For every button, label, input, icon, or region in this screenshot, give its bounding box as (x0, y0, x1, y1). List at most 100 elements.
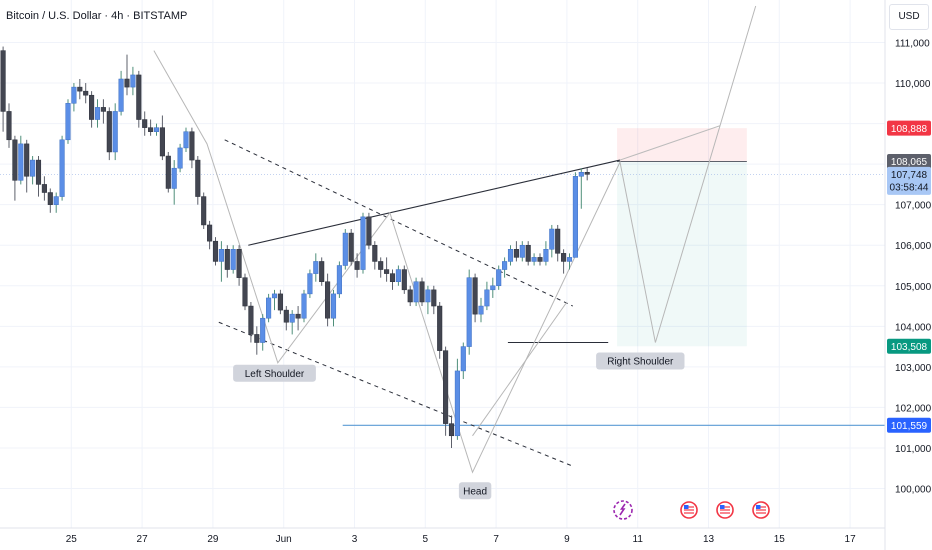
candle-body-down (189, 131, 195, 161)
us-flag-event-icon[interactable] (716, 501, 734, 519)
neckline[interactable] (248, 159, 621, 246)
neckline-extension[interactable] (619, 125, 721, 161)
candle-body-up (342, 232, 348, 266)
candle (336, 261, 342, 298)
candle (30, 156, 36, 185)
candle-body-down (242, 277, 248, 307)
event-icons[interactable] (613, 500, 770, 520)
candle (484, 281, 490, 311)
time-tick-label: 27 (137, 534, 149, 545)
candle-body-down (254, 334, 260, 343)
candle-body-down (513, 249, 519, 258)
candle-body-up (112, 111, 118, 153)
candle (283, 306, 289, 331)
price-label-value: 108,065 (891, 157, 928, 168)
candle-body-down (584, 171, 590, 175)
candle-body-up (484, 289, 490, 307)
candle (224, 245, 230, 278)
channel-upper[interactable] (224, 139, 574, 307)
annotation-bg (458, 482, 492, 500)
candle (12, 135, 18, 201)
candle-body-up (266, 297, 272, 319)
candle-body-up (460, 346, 466, 372)
candle-body-up (507, 249, 514, 262)
candle (124, 54, 130, 96)
candle-body-down (431, 289, 437, 307)
candle (572, 172, 578, 258)
candle (230, 245, 236, 274)
pattern-zigzag[interactable] (153, 5, 757, 474)
stop-zone[interactable] (617, 128, 747, 162)
pattern-annotations: Left Shoulder Head Right Shoulder (233, 352, 685, 500)
price-tick-label: 105,000 (895, 282, 932, 293)
candle-body-up (289, 313, 295, 323)
chart-title: Bitcoin / U.S. Dollar · 4h · BITSTAMP (6, 10, 188, 22)
candle (83, 83, 89, 104)
candle-body-up (130, 74, 136, 88)
candle-body-up (59, 139, 65, 197)
candle (354, 253, 360, 278)
position-tool[interactable] (0, 128, 885, 347)
currency-button[interactable]: USD (889, 4, 929, 30)
candle (47, 188, 53, 213)
pattern-drawings[interactable] (153, 5, 757, 474)
price-axis[interactable]: 100,000 101,000 102,000 103,000 104,000 105,0… (884, 0, 932, 550)
candle (89, 91, 95, 128)
candle (159, 115, 165, 161)
time-tick-label: 9 (564, 534, 570, 545)
candle-body-down (325, 281, 331, 319)
candle-body-down (83, 90, 89, 96)
candle (466, 269, 472, 355)
time-axis[interactable]: 25 27 29 Jun 3 5 7 9 11 13 15 17 (0, 527, 885, 545)
candle-body-down (89, 94, 95, 120)
candle-body-up (566, 257, 573, 262)
candle-body-down (236, 249, 242, 278)
candle (71, 83, 77, 112)
candle (118, 70, 124, 116)
candle-body-up (94, 107, 101, 120)
candle (395, 265, 401, 286)
candle (325, 273, 331, 327)
price-label-neckline[interactable]: 108,065 (887, 154, 931, 170)
candle (419, 277, 425, 307)
candle-body-down (201, 196, 207, 226)
candle (218, 241, 224, 282)
candle (236, 245, 242, 286)
candle (496, 265, 502, 290)
us-flag-event-icon[interactable] (752, 501, 770, 519)
candle-body-up (531, 257, 537, 262)
candle-body-up (271, 293, 278, 299)
price-label-current[interactable]: 107,748 03:58:44 (887, 166, 931, 195)
candle-body-down (159, 127, 165, 157)
candles (0, 46, 590, 448)
candle-body-up (71, 86, 77, 104)
flag-canton (756, 505, 761, 509)
candle (454, 358, 460, 440)
candle-body-up (301, 293, 307, 319)
price-label-target[interactable]: 103,508 (887, 338, 931, 354)
price-label-stop[interactable]: 108,888 (887, 120, 931, 136)
candle (425, 285, 431, 315)
candle (0, 46, 6, 132)
head-recovery-line[interactable] (472, 301, 568, 437)
candle (366, 212, 372, 250)
us-flag-event-icon[interactable] (680, 501, 698, 519)
candle-body-down (319, 261, 325, 282)
candle-body-down (12, 139, 18, 181)
price-tick-label: 111,000 (895, 39, 930, 50)
candle-body-down (136, 74, 142, 120)
candle-body-down (389, 273, 396, 282)
candle (490, 277, 496, 298)
candle (584, 168, 590, 181)
candle-body-down (35, 159, 42, 185)
price-label-bg (887, 417, 931, 433)
candle-body-down (537, 257, 543, 262)
candle (555, 224, 561, 262)
time-tick-label: 7 (493, 534, 499, 545)
dividends-sparkle-icon[interactable] (613, 500, 633, 520)
price-label-support[interactable]: 101,559 (887, 417, 931, 433)
candle (478, 297, 484, 323)
annotation-text: Right Shoulder (607, 357, 674, 368)
price-tick-label: 106,000 (895, 241, 932, 252)
